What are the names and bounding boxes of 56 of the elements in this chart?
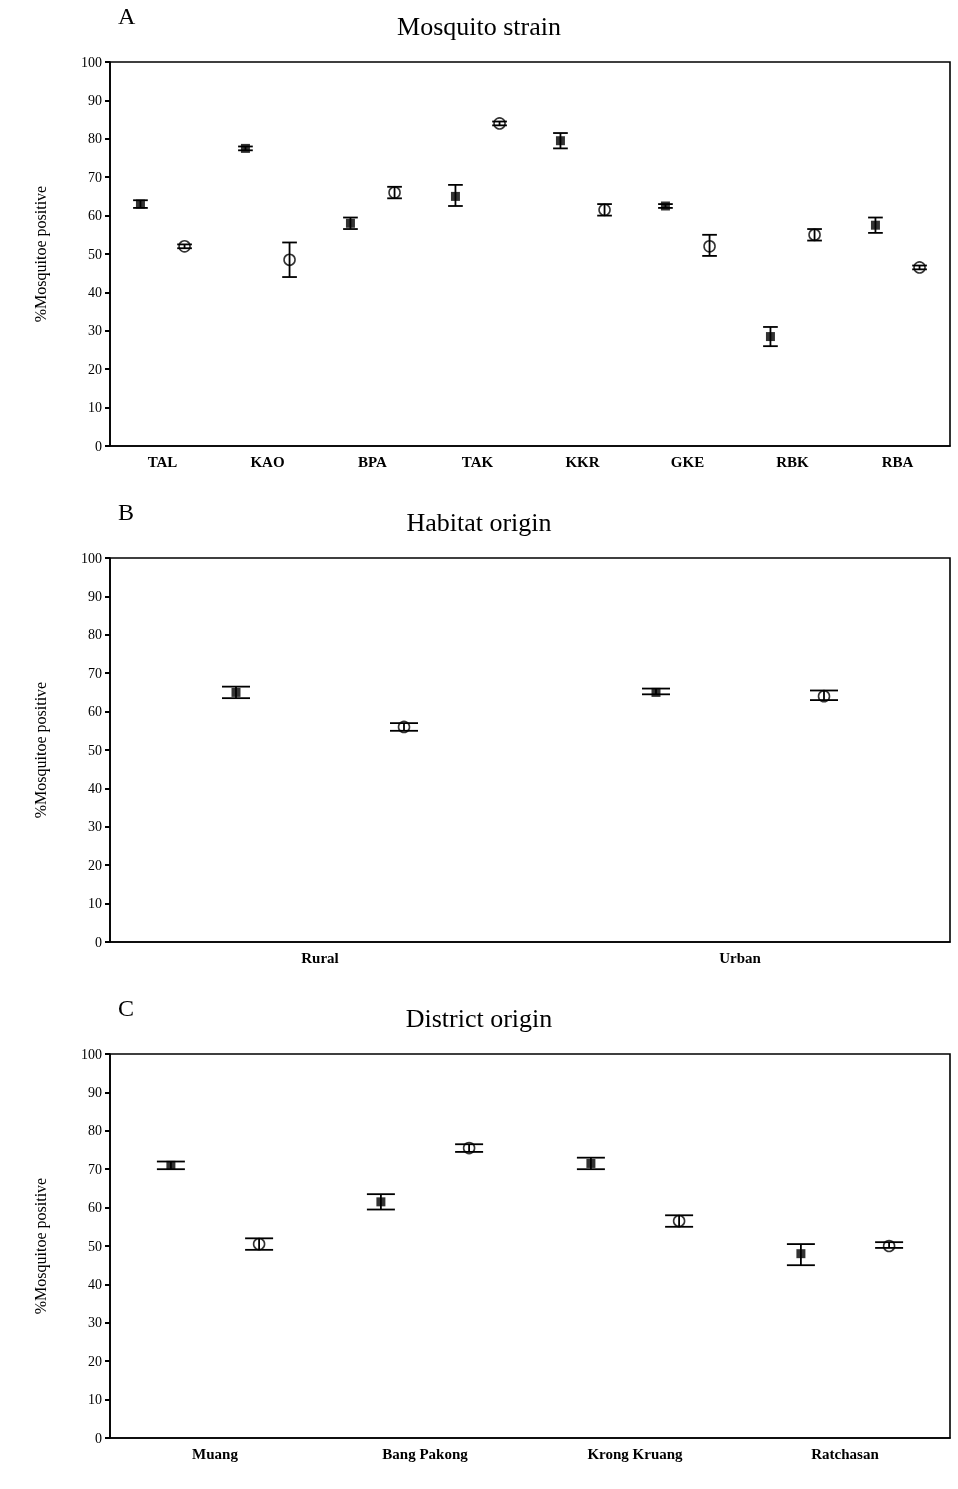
y-tick-label: 0 (95, 438, 102, 454)
y-tick-label: 10 (88, 400, 102, 416)
y-tick-label: 60 (88, 208, 102, 224)
y-tick-label: 50 (88, 742, 102, 758)
y-tick-label: 30 (88, 323, 102, 339)
y-tick-label: 80 (88, 131, 102, 147)
x-tick-label: Rural (301, 949, 339, 966)
y-tick-label: 50 (88, 1238, 102, 1254)
chart-title: Habitat origin (406, 507, 552, 537)
x-tick-label: Muang (192, 1445, 239, 1462)
y-tick-label: 90 (88, 92, 102, 108)
chart-title: District origin (405, 1003, 553, 1033)
x-tick-label: BPA (358, 453, 388, 470)
y-tick-label: 40 (88, 780, 102, 796)
x-tick-label: GKE (670, 453, 705, 470)
x-tick-label: Urban (719, 949, 762, 966)
y-tick-label: 20 (88, 857, 102, 873)
x-tick-label: RBA (881, 453, 914, 470)
y-tick-label: 80 (88, 1123, 102, 1139)
y-tick-label: 70 (88, 169, 102, 185)
y-tick-label: 10 (88, 896, 102, 912)
x-tick-label: Ratchasan (811, 1445, 880, 1462)
x-tick-label: TAL (147, 453, 178, 470)
y-tick-label: 50 (88, 246, 102, 262)
x-tick-label: KKR (565, 453, 600, 470)
y-tick-label: 40 (88, 284, 102, 300)
x-tick-label: KAO (250, 453, 285, 470)
y-tick-label: 100 (81, 54, 102, 70)
y-tick-label: 100 (81, 1046, 102, 1062)
y-tick-label: 60 (88, 704, 102, 720)
text: C (118, 995, 135, 1021)
y-axis-title: %Mosquitoe positive (31, 185, 50, 323)
y-tick-label: 0 (95, 1430, 102, 1446)
x-tick-label: RBK (776, 453, 810, 470)
y-axis-title: %Mosquitoe positive (31, 681, 50, 819)
y-tick-label: 20 (88, 361, 102, 377)
x-tick-label: Krong Kruang (587, 1445, 684, 1462)
y-tick-label: 30 (88, 1315, 102, 1331)
y-tick-label: 100 (81, 550, 102, 566)
chart-title: Mosquito strain (397, 11, 561, 41)
y-tick-label: 90 (88, 588, 102, 604)
y-tick-label: 70 (88, 665, 102, 681)
y-axis-title: %Mosquitoe positive (31, 1177, 50, 1315)
x-tick-label: Bang Pakong (382, 1445, 469, 1462)
text: B (118, 499, 135, 525)
y-tick-label: 90 (88, 1084, 102, 1100)
y-tick-label: 10 (88, 1392, 102, 1408)
text: A (118, 3, 136, 29)
y-tick-label: 60 (88, 1200, 102, 1216)
y-tick-label: 0 (95, 934, 102, 950)
y-tick-label: 80 (88, 627, 102, 643)
x-tick-label: TAK (461, 453, 494, 470)
y-tick-label: 40 (88, 1276, 102, 1292)
y-tick-label: 30 (88, 819, 102, 835)
y-tick-label: 20 (88, 1353, 102, 1369)
y-tick-label: 70 (88, 1161, 102, 1177)
